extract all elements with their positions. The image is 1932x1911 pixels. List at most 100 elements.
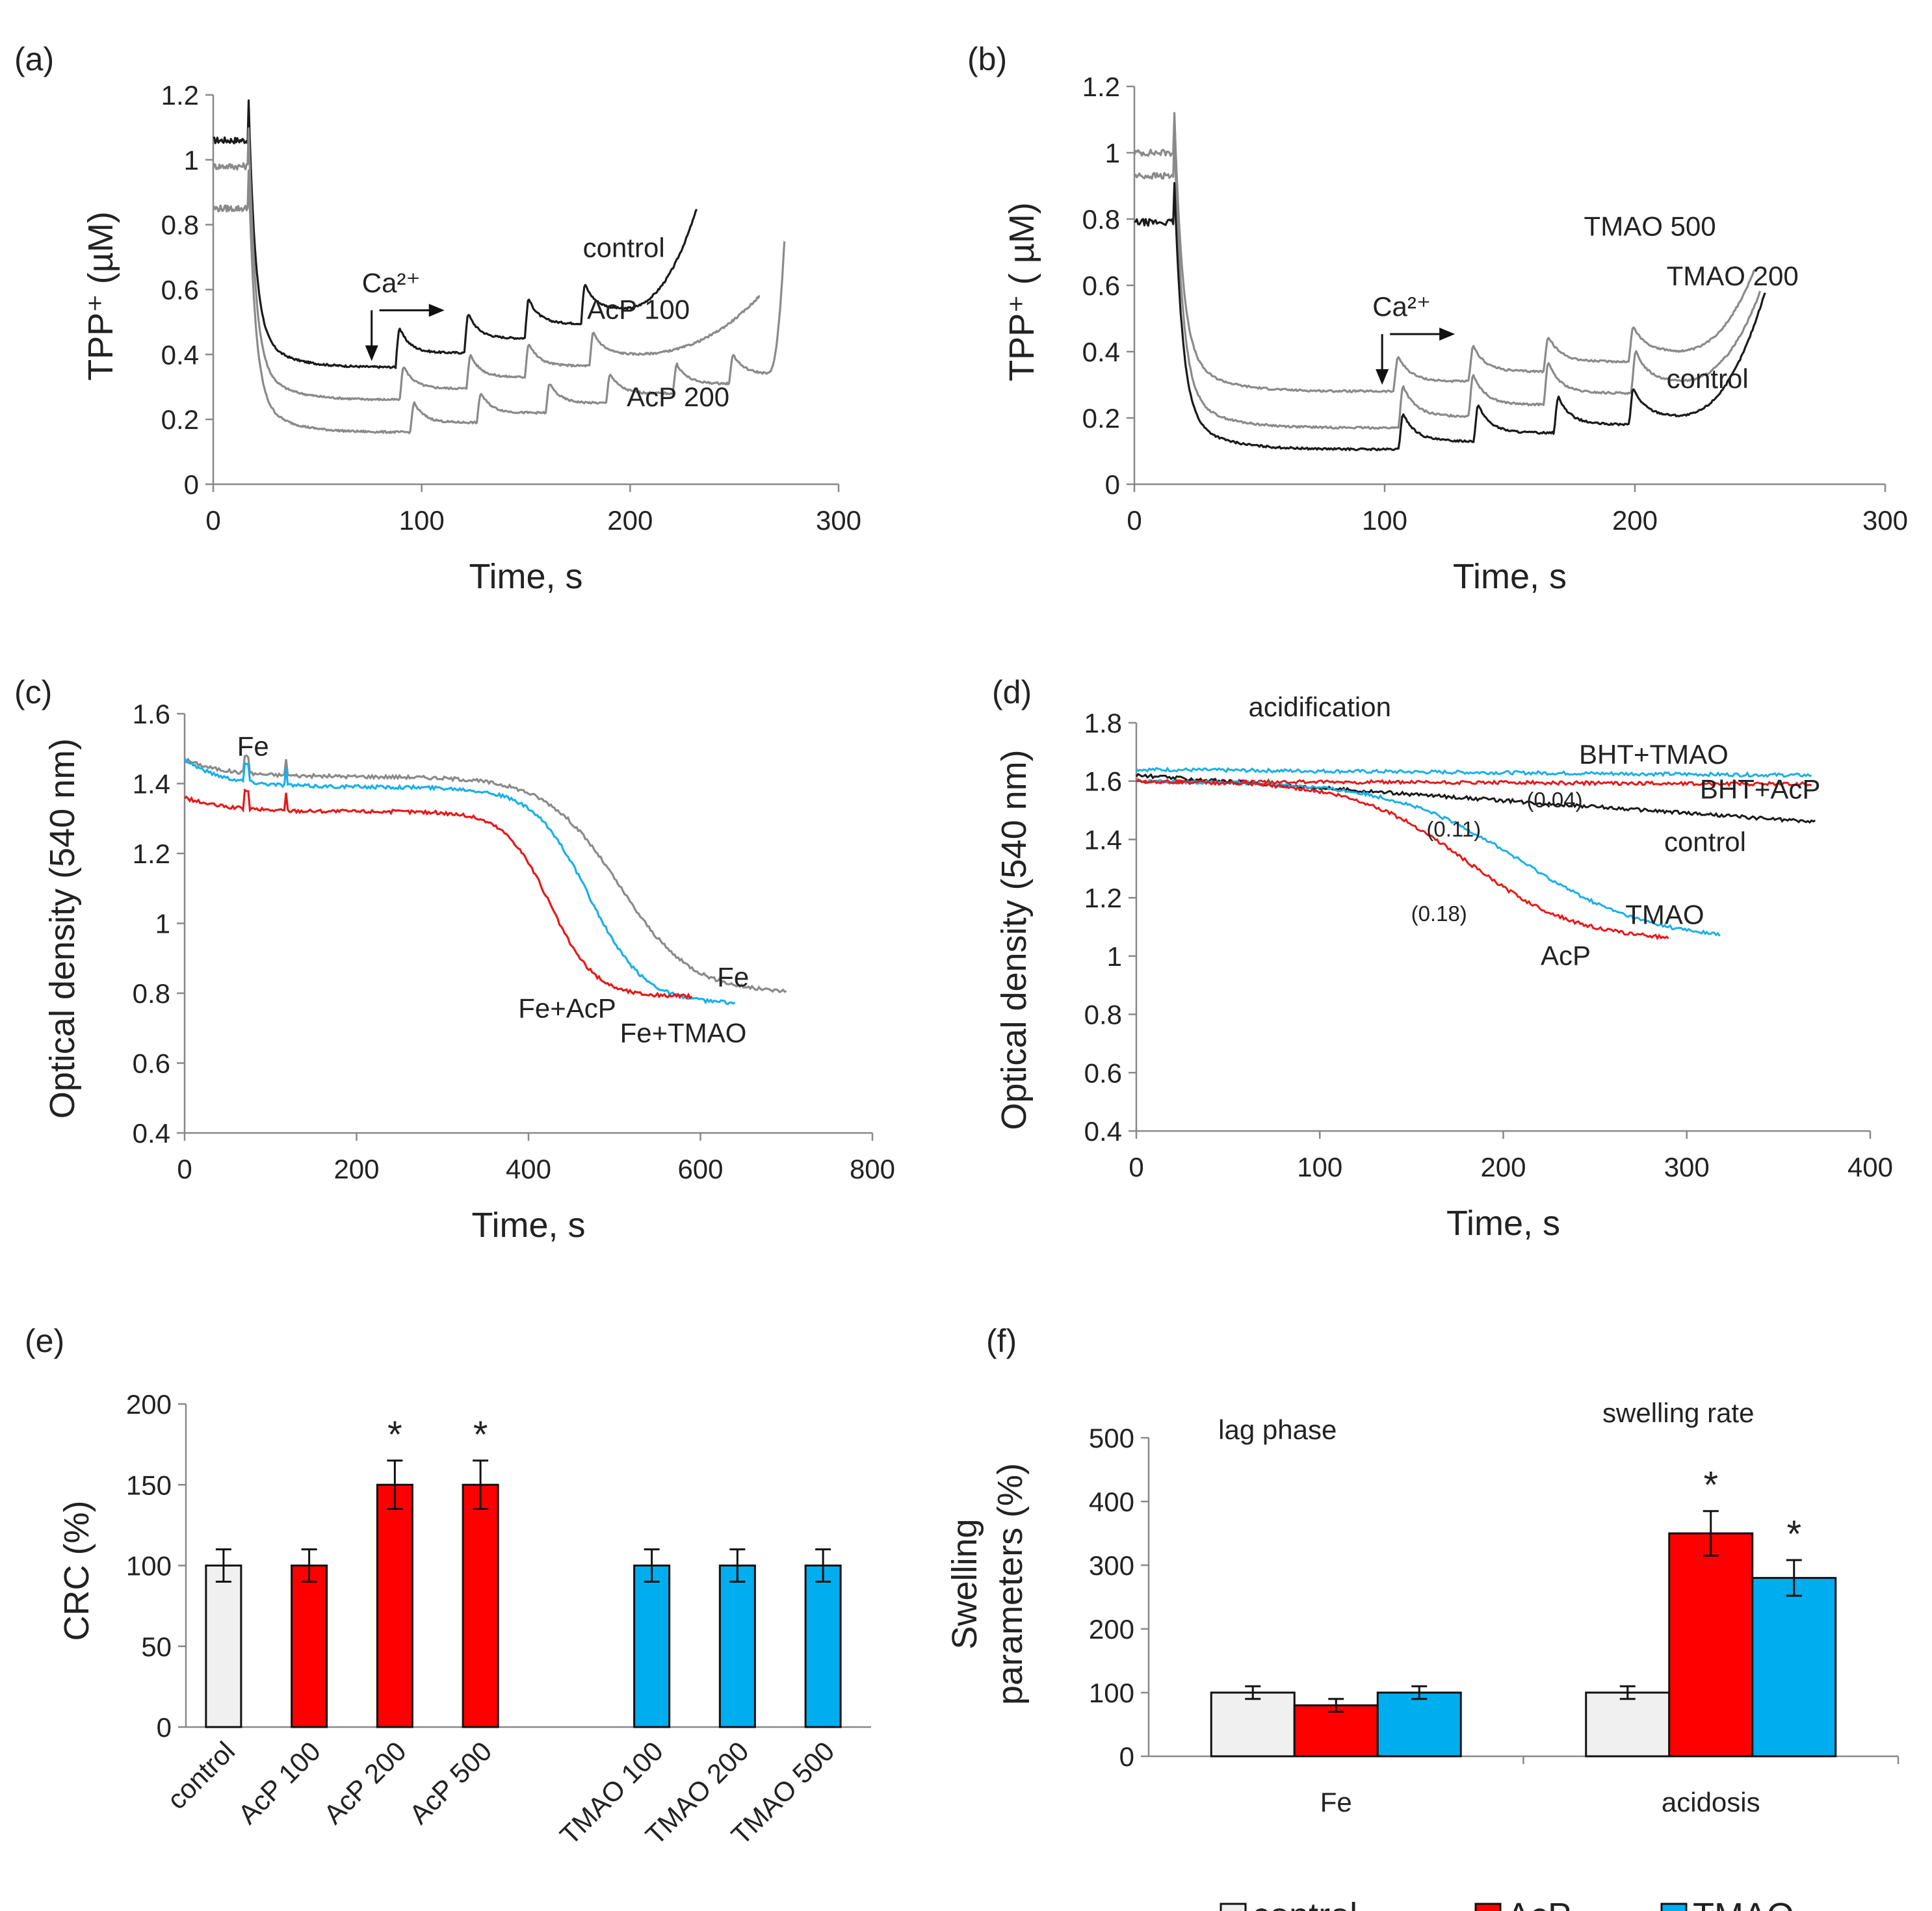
x-tick-label: 600 (677, 1154, 723, 1184)
legend-swatch (1474, 1903, 1502, 1911)
curve-label: control (583, 233, 665, 263)
y-tick-label: 1.2 (1084, 883, 1122, 913)
x-tick-label: 200 (1480, 1152, 1526, 1182)
x-tick-label: 200 (1612, 505, 1658, 536)
bar (462, 1483, 499, 1728)
y-axis-title-e: CRC (%) (57, 1501, 96, 1641)
series-line-tmao-500 (1133, 112, 1756, 393)
x-category-label: AcP 100 (232, 1736, 326, 1830)
x-axis-title: Time, s (1446, 1204, 1560, 1243)
series-line-acp-200 (212, 169, 786, 434)
y-tick-label: 1 (155, 909, 170, 939)
curve-label: AcP (1541, 940, 1591, 970)
panel-label-b: (b) (967, 41, 1007, 77)
x-tick-label: 0 (1127, 505, 1142, 536)
rate-label: (0.11) (1426, 817, 1481, 841)
panel-a: (a) 0 0.2 0.4 0.6 0.8 1 1.2 0 100 200 300 Time, s TPP… (14, 41, 861, 596)
y-axis-title-f-line2: parameters (%) (991, 1463, 1030, 1705)
y-tick-label: 1.4 (1084, 824, 1122, 855)
significance-star: * (1703, 1464, 1718, 1507)
y-tick-label: 1.4 (133, 769, 170, 800)
panel-c: (c) 0.4 0.6 0.8 1 1.2 1.4 1.6 0 200 400 600 800 Time,… (14, 674, 895, 1245)
y-tick-label: 0.2 (161, 404, 199, 435)
y-tick-label: 50 (141, 1632, 172, 1662)
bar (1210, 1691, 1296, 1758)
curve-label: BHT+TMAO (1579, 739, 1729, 770)
series-line-acp (1136, 779, 1669, 941)
panel-b: (b) 0 0.2 0.4 0.6 0.8 1 1.2 0 100 200 300 Time, s TPP… (967, 41, 1908, 596)
y-tick-label: 150 (126, 1470, 172, 1500)
y-tick-label: 0.4 (133, 1118, 170, 1149)
x-tick-label: 200 (607, 505, 653, 536)
y-tick-label: 0 (1119, 1741, 1134, 1772)
y-tick-label: 1.2 (1082, 72, 1120, 102)
x-tick-label: 100 (1362, 505, 1407, 536)
y-axis-title-b: TPP⁺ ( µM) (1002, 202, 1041, 382)
panel-label-f: (f) (986, 1323, 1017, 1359)
y-tick-label: 0.6 (161, 275, 199, 306)
y-tick-label: 0.6 (1082, 270, 1120, 301)
curve-label: Fe (717, 961, 749, 992)
rate-label: (0.04) (1526, 788, 1582, 812)
panel-f: (f) 0 100 200 300 400 500 Swelling parameters (%… (945, 1323, 1899, 1911)
x-tick-label: 0 (1129, 1152, 1143, 1182)
series-line-bht-tmao (1135, 766, 1812, 778)
x-tick-label: 400 (506, 1154, 551, 1184)
ca-arrow-head (365, 345, 378, 361)
x-tick-label: 300 (1664, 1152, 1710, 1182)
panel-label-a: (a) (14, 41, 54, 77)
bar (1668, 1532, 1754, 1758)
series-line-fe-tmao (183, 757, 736, 1006)
legend-label: AcP (1507, 1896, 1571, 1911)
y-tick-label: 0.8 (133, 978, 170, 1009)
series-line-fe (184, 754, 787, 994)
bar (1376, 1691, 1462, 1758)
curve-label: control (1667, 363, 1749, 394)
group-title: lag phase (1218, 1414, 1337, 1445)
y-tick-label: 300 (1089, 1550, 1134, 1581)
series-line-control (213, 99, 698, 369)
bar (291, 1565, 328, 1728)
y-tick-label: 1.2 (133, 838, 170, 869)
x-category-label: AcP 200 (318, 1736, 412, 1830)
x-category-label: Fe (1320, 1787, 1352, 1817)
y-tick-label: 0.8 (1084, 1000, 1122, 1030)
x-tick-label: 300 (816, 505, 861, 536)
x-tick-label: 800 (850, 1154, 895, 1184)
ca-arrow-head (1376, 369, 1389, 385)
bar (1585, 1691, 1671, 1758)
curve-label: TMAO (1625, 900, 1704, 930)
curve-label: control (1664, 826, 1746, 857)
bar (205, 1565, 242, 1728)
bar (633, 1565, 671, 1728)
y-tick-label: 200 (126, 1389, 172, 1420)
y-axis-title-c: Optical density (540 nm) (43, 738, 82, 1119)
x-category-label: acidosis (1662, 1787, 1760, 1817)
ca-label: Ca²⁺ (362, 267, 421, 298)
curve-label: TMAO 500 (1584, 211, 1716, 242)
y-tick-label: 200 (1089, 1614, 1134, 1644)
curve-label: AcP 200 (627, 382, 729, 412)
panel-label-d: (d) (992, 674, 1032, 710)
curve-label: AcP 100 (587, 294, 690, 324)
y-tick-label: 0 (184, 469, 199, 500)
x-tick-label: 400 (1847, 1152, 1893, 1182)
legend-swatch (1220, 1903, 1247, 1911)
bar (718, 1565, 756, 1728)
y-tick-label: 0.8 (1082, 204, 1120, 235)
x-tick-label: 300 (1862, 505, 1908, 536)
series-line-tmao-200 (1133, 134, 1762, 430)
curve-label: TMAO 200 (1667, 261, 1799, 291)
ca-arrow-right-head (1439, 328, 1456, 341)
significance-star: * (387, 1414, 402, 1456)
panel-d: (d) 0.4 0.6 0.8 1 1.2 1.4 1.6 1.8 0 100 200 300 400 Ti… (992, 674, 1893, 1243)
y-tick-label: 0 (1105, 469, 1120, 500)
x-tick-label: 200 (333, 1154, 379, 1184)
y-axis-title-f: Swelling (945, 1518, 984, 1649)
y-tick-label: 0.4 (1082, 337, 1120, 367)
x-tick-label: 0 (205, 505, 220, 536)
y-tick-label: 1 (184, 145, 199, 176)
series-line-acp-100 (212, 127, 761, 402)
bar (1751, 1577, 1837, 1758)
